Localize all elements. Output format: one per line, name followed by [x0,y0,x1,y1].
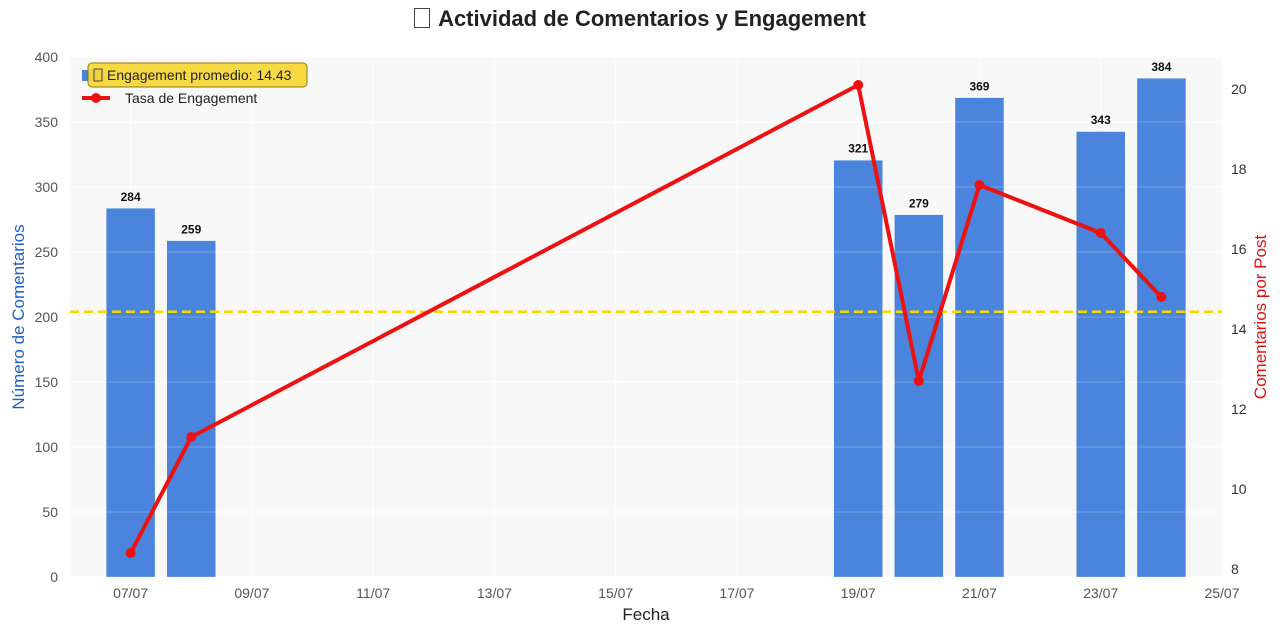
y-tick-label: 400 [35,49,59,65]
x-ticks: 07/07 09/07 11/07 13/07 15/07 17/07 19/07 21/07… [113,585,1240,601]
y-right-tick-label: 16 [1231,241,1247,257]
bar [955,97,1004,578]
bar [1137,77,1186,578]
legend-line-label: Tasa de Engagement [125,90,257,106]
engagement-point [1095,228,1106,238]
x-tick-label: 25/07 [1204,585,1239,601]
bar-value-label: 343 [1091,113,1111,127]
average-annotation-box [87,62,308,88]
x-tick-label: 07/07 [113,585,148,601]
y-tick-label: 250 [35,244,59,260]
engagement-point [913,376,924,386]
engagement-point [125,548,136,558]
x-tick-label: 15/07 [598,585,633,601]
y-right-tick-label: 8 [1231,561,1239,577]
legend-line-marker [91,93,101,103]
average-annotation-text: Engagement promedio: 14.43 [107,67,292,83]
x-tick-label: 09/07 [234,585,269,601]
x-tick-label: 11/07 [356,585,390,601]
bar-value-label: 369 [969,79,989,93]
y-tick-label: 200 [35,309,59,325]
y-right-tick-label: 10 [1231,481,1247,497]
y-right-tick-label: 12 [1231,401,1247,417]
chart-title-text: Actividad de Comentarios y Engagement [438,6,866,31]
bar-value-label: 279 [909,196,929,210]
engagement-point [1156,292,1167,302]
engagement-points [125,80,1167,558]
bar [894,214,944,578]
x-tick-label: 21/07 [962,585,997,601]
x-tick-label: 17/07 [719,585,754,601]
chart-title: Actividad de Comentarios y Engagement [0,6,1280,32]
left-y-axis-label: Número de Comentarios [9,224,28,409]
bar [833,159,883,577]
y-right-tick-label: 20 [1231,81,1247,97]
engagement-point [853,80,864,90]
y-tick-label: 300 [35,179,59,195]
y-tick-label: 350 [35,114,59,130]
bar-series [70,56,1222,578]
right-y-ticks: 8 10 12 14 16 18 20 [1231,81,1247,577]
y-tick-label: 0 [50,569,58,585]
bar-value-labels: 284 259 321 279 369 343 384 [121,60,1172,237]
bar-value-label: 284 [121,190,141,204]
x-tick-label: 19/07 [841,585,876,601]
bar-value-label: 321 [848,142,868,156]
y-right-tick-label: 14 [1231,321,1247,337]
x-axis-label: Fecha [622,605,670,624]
chart-icon [414,8,431,28]
bar [106,207,155,578]
y-tick-label: 100 [35,439,59,455]
right-y-axis-label: Comentarios por Post [1251,235,1270,400]
x-tick-label: 23/07 [1083,585,1118,601]
x-tick-label: 13/07 [477,585,512,601]
bar-value-label: 384 [1151,60,1171,74]
left-y-ticks: 0 50 100 150 200 250 300 350 400 [35,49,59,585]
y-right-tick-label: 18 [1231,161,1247,177]
bar-value-label: 259 [181,222,201,236]
bar [1076,131,1125,577]
average-annotation: Engagement promedio: 14.43 [87,62,308,88]
bar [167,240,216,578]
engagement-point [974,180,985,190]
y-tick-label: 150 [35,374,59,390]
engagement-point [186,432,197,442]
annotation-icon [93,68,103,82]
y-tick-label: 50 [42,504,58,520]
